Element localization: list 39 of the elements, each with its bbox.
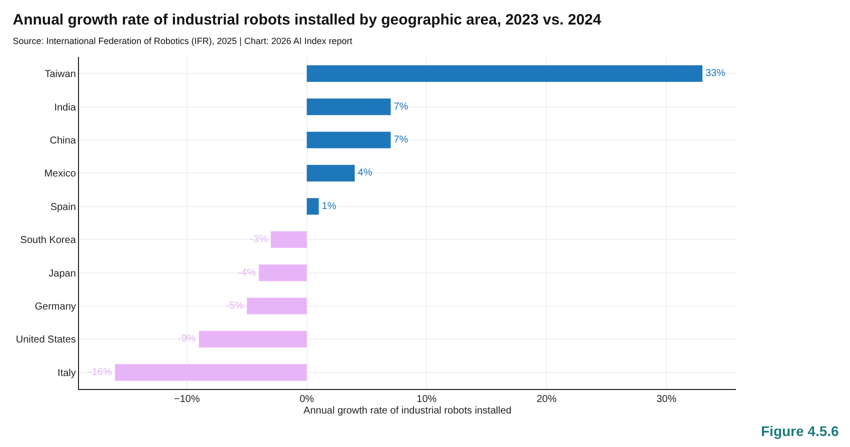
data-label: -3% bbox=[250, 234, 268, 246]
x-tick-label: 0% bbox=[300, 394, 314, 406]
chart-title: Annual growth rate of industrial robots installed by geographic area, 2023 vs. 2024 bbox=[12, 12, 602, 29]
y-tick-label: India bbox=[54, 102, 76, 114]
bar bbox=[198, 330, 307, 348]
y-tick-label: Germany bbox=[34, 302, 76, 312]
data-label: 33% bbox=[705, 68, 726, 80]
bar bbox=[246, 298, 307, 314]
bar bbox=[306, 98, 391, 116]
data-label: -5% bbox=[226, 300, 244, 312]
y-tick-label: South Korea bbox=[20, 235, 76, 246]
data-label: 7% bbox=[394, 134, 408, 146]
y-tick-label: Italy bbox=[58, 368, 76, 379]
data-label: -4% bbox=[238, 267, 256, 278]
data-label: 1% bbox=[322, 200, 336, 212]
y-tick-label: United States bbox=[16, 334, 76, 346]
bar bbox=[306, 198, 319, 215]
x-axis-title: Annual growth rate of industrial robots installed bbox=[304, 406, 512, 417]
data-label: 4% bbox=[358, 168, 372, 179]
bar bbox=[270, 231, 307, 248]
bar bbox=[114, 364, 307, 381]
y-tick-label: China bbox=[50, 136, 76, 146]
data-label: 7% bbox=[394, 101, 408, 112]
y-tick-label: Spain bbox=[50, 202, 76, 213]
caption: Figure 4.5.6 bbox=[761, 423, 840, 439]
x-tick-label: −10% bbox=[174, 394, 200, 406]
x-tick-label: 10% bbox=[416, 394, 437, 406]
bar bbox=[306, 132, 391, 148]
x-tick-label: 30% bbox=[656, 394, 677, 406]
bar bbox=[306, 164, 355, 182]
bar bbox=[306, 65, 702, 82]
bar bbox=[258, 264, 307, 282]
data-label: -16% bbox=[88, 366, 112, 378]
y-tick-label: Taiwan bbox=[44, 69, 76, 80]
y-tick-label: Japan bbox=[48, 268, 76, 280]
y-tick-label: Mexico bbox=[44, 168, 76, 180]
data-label: -9% bbox=[178, 334, 196, 345]
chart-subtitle: Source: International Federation of Robotics (IFR), 2025 | Chart: 2026 AI Index report bbox=[12, 36, 353, 46]
x-tick-label: 20% bbox=[536, 394, 557, 406]
